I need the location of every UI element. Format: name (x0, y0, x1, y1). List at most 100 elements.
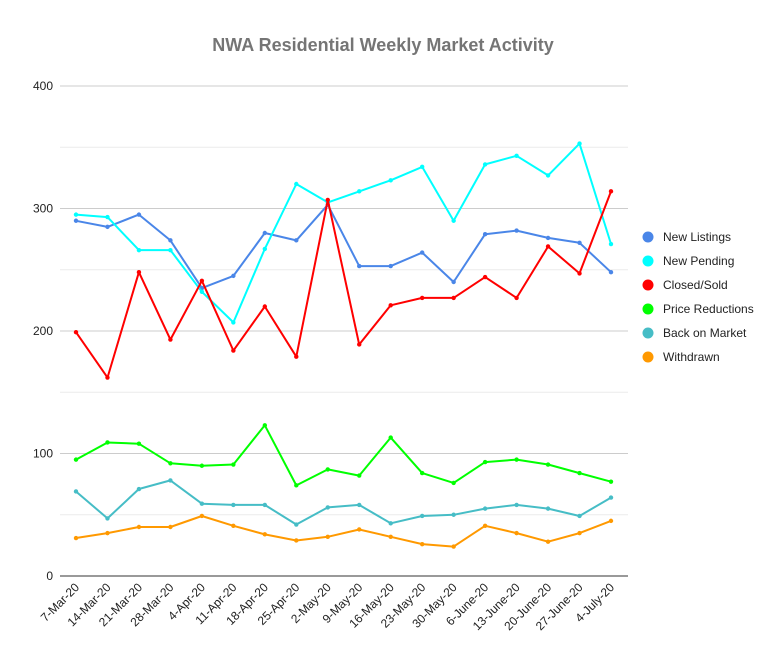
data-point (608, 518, 614, 524)
data-point (105, 516, 110, 521)
data-point (136, 270, 142, 275)
data-point (168, 478, 173, 483)
data-point (577, 513, 582, 519)
data-point (419, 164, 425, 170)
data-point (451, 295, 456, 301)
chart-title: NWA Residential Weekly Market Activity (212, 35, 553, 55)
data-point (231, 502, 236, 508)
data-point (545, 173, 551, 178)
data-point (357, 502, 362, 508)
data-point (482, 274, 488, 280)
data-point (545, 462, 551, 467)
data-point (388, 263, 393, 269)
data-point (577, 240, 582, 245)
legend-swatch (642, 351, 654, 363)
series-lines (73, 141, 614, 549)
data-point (168, 524, 173, 530)
data-point (419, 541, 425, 547)
data-point (168, 247, 173, 253)
series-line (75, 424, 612, 487)
data-point (105, 214, 110, 220)
data-point (325, 505, 330, 510)
data-point (608, 479, 614, 484)
data-point (168, 337, 173, 342)
data-point (262, 246, 268, 252)
data-point (357, 473, 362, 478)
legend-swatch (642, 303, 654, 315)
data-point (262, 423, 268, 428)
data-point (73, 212, 79, 217)
y-tick-label: 100 (33, 447, 53, 461)
data-point (419, 470, 425, 476)
data-point (388, 178, 393, 183)
data-point (545, 244, 551, 249)
data-point (419, 513, 425, 519)
data-point (482, 162, 488, 167)
series-new-pending (73, 141, 614, 325)
legend-label: Back on Market (663, 326, 747, 340)
data-point (73, 218, 79, 223)
data-point (451, 544, 456, 549)
data-point (199, 463, 205, 468)
data-point (419, 250, 425, 255)
data-point (514, 457, 519, 462)
data-point (294, 354, 299, 359)
data-point (482, 523, 488, 528)
data-point (577, 271, 582, 276)
legend-swatch (642, 255, 654, 267)
data-point (451, 512, 456, 517)
data-point (73, 330, 79, 335)
data-point (357, 527, 362, 532)
data-point (545, 235, 551, 241)
series-line (75, 203, 612, 290)
legend-swatch (642, 231, 654, 243)
data-point (608, 270, 614, 275)
data-point (136, 441, 142, 446)
data-point (168, 238, 173, 243)
data-point (231, 462, 236, 467)
legend-item: Back on Market (642, 326, 747, 340)
data-point (136, 524, 142, 530)
data-point (105, 224, 110, 230)
data-point (388, 521, 393, 526)
data-point (514, 153, 519, 159)
data-point (136, 212, 142, 217)
data-point (357, 342, 362, 347)
series-price-reductions (73, 423, 614, 488)
legend-item: Withdrawn (642, 350, 720, 364)
y-tick-label: 400 (33, 79, 53, 93)
series-closed-sold (73, 189, 614, 380)
data-point (325, 197, 330, 203)
data-point (482, 459, 488, 465)
legend-label: New Listings (663, 230, 731, 244)
data-point (262, 230, 268, 236)
data-point (294, 483, 299, 488)
legend-item: Price Reductions (642, 302, 754, 316)
data-point (388, 303, 393, 308)
data-point (294, 181, 299, 187)
data-point (325, 534, 330, 539)
y-tick-label: 200 (33, 324, 53, 338)
data-point (357, 263, 362, 269)
legend-swatch (642, 279, 654, 291)
data-point (231, 523, 236, 528)
legend-label: Price Reductions (663, 302, 754, 316)
data-point (514, 530, 519, 536)
data-point (451, 279, 456, 285)
data-point (73, 457, 79, 462)
data-point (105, 530, 110, 536)
series-line (75, 142, 612, 324)
legend-item: New Listings (642, 230, 731, 244)
legend-label: Closed/Sold (663, 278, 728, 292)
series-withdrawn (73, 513, 614, 549)
data-point (325, 467, 330, 472)
data-point (608, 495, 614, 500)
data-point (294, 538, 299, 543)
data-point (136, 247, 142, 253)
data-point (357, 189, 362, 194)
y-axis-ticks: 0 100 200 300 400 (33, 79, 53, 583)
series-back-on-market (73, 478, 614, 527)
data-point (262, 304, 268, 309)
series-line (75, 479, 612, 526)
